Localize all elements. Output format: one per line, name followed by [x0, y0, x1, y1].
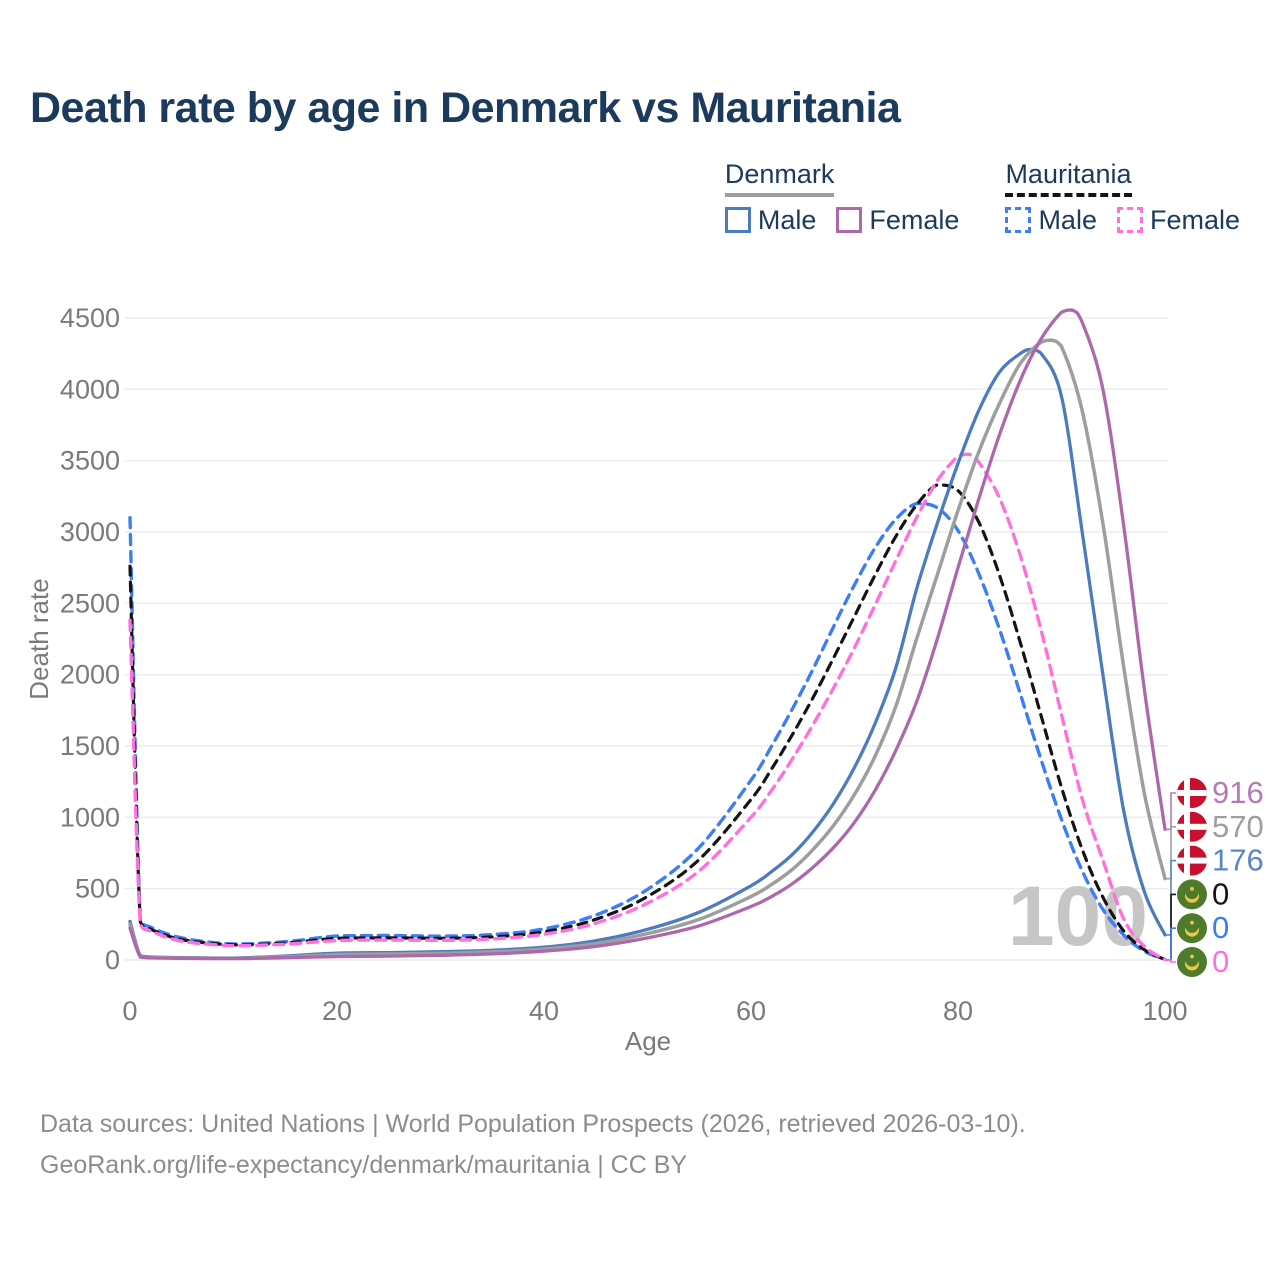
denmark-flag-icon [1177, 811, 1207, 842]
denmark-male-swatch-icon [724, 207, 751, 234]
denmark-flag-icon [1177, 845, 1207, 876]
y-tick-label: 2000 [60, 660, 120, 690]
mauritania-flag-icon [1177, 947, 1207, 977]
footer: Data sources: United Nations | World Pop… [40, 1104, 1026, 1186]
x-tick-label: 80 [943, 996, 973, 1026]
x-tick-label: 60 [736, 996, 766, 1026]
legend-item-mauritania-female[interactable]: Female [1116, 204, 1240, 236]
legend-group-denmark: Denmark Male Female [724, 159, 959, 236]
legend-label-mauritania-male: Male [1038, 204, 1097, 235]
end-label-connector [1166, 826, 1176, 880]
legend-group-mauritania: Mauritania Male Female [1005, 159, 1240, 236]
x-tick-label: 40 [529, 996, 559, 1026]
y-tick-label: 500 [75, 874, 120, 904]
legend-item-denmark-male[interactable]: Male [724, 204, 817, 236]
end-label-connector [1166, 959, 1176, 963]
end-label-connector [1166, 792, 1176, 831]
y-tick-label: 0 [105, 945, 120, 975]
footer-line2: GeoRank.org/life-expectancy/denmark/maur… [40, 1151, 688, 1179]
end-value-label: 176 [1212, 843, 1264, 878]
series-mauritania-male[interactable] [128, 501, 1167, 961]
legend-mauritania-header[interactable]: Mauritania [1005, 159, 1132, 197]
y-tick-label: 4500 [60, 303, 120, 333]
y-tick-label: 2500 [60, 588, 120, 618]
footer-line1: Data sources: United Nations | World Pop… [40, 1110, 1026, 1138]
x-tick-label: 20 [322, 996, 352, 1026]
legend: Denmark Male Female Mauritania Male [724, 159, 1240, 236]
y-tick-label: 4000 [60, 374, 120, 404]
legend-mauritania-items: Male Female [1005, 205, 1240, 236]
series-denmark-male[interactable] [128, 347, 1167, 960]
end-value-label: 0 [1212, 876, 1229, 911]
legend-label-denmark-female: Female [869, 204, 960, 235]
end-value-label: 0 [1212, 944, 1229, 979]
legend-label-denmark-male: Male [757, 204, 817, 235]
series-mauritania-female[interactable] [128, 452, 1167, 962]
y-tick-label: 3500 [60, 446, 120, 476]
end-value-label: 0 [1212, 910, 1229, 945]
mauritania-flag-icon [1177, 879, 1207, 910]
y-axis-title: Death rate [24, 578, 54, 699]
legend-denmark-items: Male Female [724, 204, 959, 236]
legend-denmark-header[interactable]: Denmark [724, 159, 835, 197]
y-tick-label: 1000 [60, 802, 120, 832]
end-value-label: 916 [1212, 775, 1264, 810]
denmark-female-swatch-icon [836, 207, 863, 234]
mauritania-flag-icon [1177, 913, 1207, 944]
y-tick-label: 3000 [60, 517, 120, 547]
x-tick-label: 0 [122, 996, 137, 1026]
x-tick-label: 100 [1142, 996, 1187, 1026]
mauritania-male-swatch-icon [1005, 207, 1032, 234]
series-denmark-female[interactable] [128, 308, 1167, 961]
end-label-connector [1166, 927, 1176, 961]
end-value-label: 570 [1212, 809, 1264, 844]
y-tick-label: 1500 [60, 731, 120, 761]
mauritania-female-swatch-icon [1116, 207, 1143, 234]
legend-item-mauritania-male[interactable]: Male [1005, 205, 1097, 236]
denmark-flag-icon [1177, 778, 1207, 808]
watermark-age-100: 100 [1008, 869, 1148, 963]
legend-item-denmark-female[interactable]: Female [836, 205, 959, 236]
page-title: Death rate by age in Denmark vs Mauritan… [30, 84, 901, 132]
series-denmark-all[interactable] [128, 338, 1167, 961]
x-axis-title: Age [625, 1026, 671, 1056]
legend-label-mauritania-female: Female [1149, 204, 1240, 235]
